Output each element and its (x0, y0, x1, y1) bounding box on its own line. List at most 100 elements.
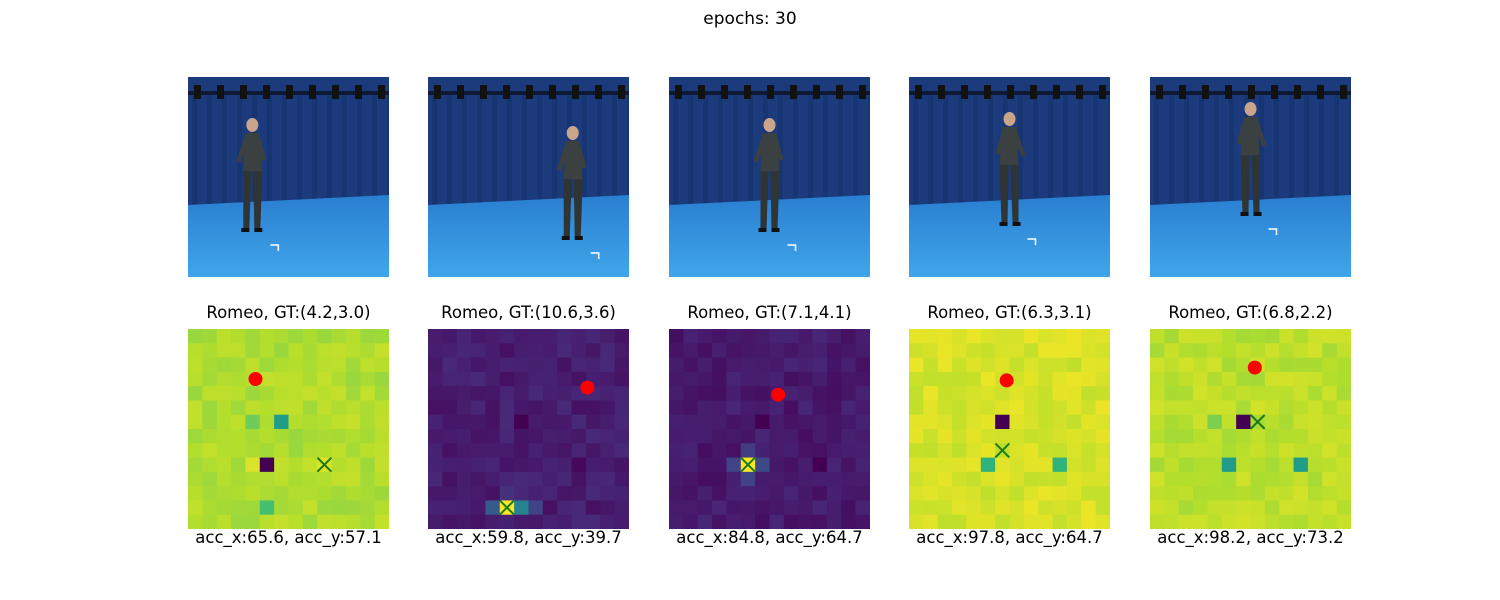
heatmap-cell (1150, 357, 1165, 373)
heatmap-cell (1193, 357, 1208, 373)
heatmap-cell (331, 371, 347, 387)
heatmap-cell (1095, 457, 1110, 473)
heatmap-cell (1081, 343, 1097, 359)
heatmap-cell (345, 514, 361, 529)
heatmap-cell (1150, 500, 1165, 516)
heatmap-cell (1307, 429, 1323, 444)
heatmap-cell (1150, 371, 1165, 387)
heatmap-cell (740, 486, 756, 501)
heatmap-cell (188, 371, 203, 387)
heatmap-cell (683, 500, 699, 516)
heatmap-cell (1178, 500, 1194, 516)
heatmap-cell (980, 343, 996, 359)
heatmap-cell (740, 386, 756, 401)
heatmap-cell (528, 514, 544, 529)
gt-marker (771, 387, 786, 402)
heatmap-cell (697, 414, 713, 430)
heatmap-cell (783, 443, 799, 459)
heatmap-cell (360, 457, 376, 473)
heatmap-cell (1052, 486, 1068, 501)
heatmap-cell (1009, 357, 1025, 373)
curtain-fold (1319, 95, 1324, 205)
curtain-fold (913, 95, 918, 205)
heatmap-cell (995, 500, 1010, 516)
curtain-fold (1184, 95, 1189, 205)
heatmap-cell (288, 443, 304, 459)
heatmap-cell (1066, 357, 1082, 373)
heatmap-cell (1081, 471, 1097, 487)
heatmap-cell (528, 371, 544, 387)
heatmap-cell (1221, 357, 1237, 373)
heatmap-cell (952, 457, 967, 473)
floor (669, 195, 870, 277)
heatmap-cell (937, 486, 953, 501)
heatmap-cell (231, 486, 246, 501)
heatmap-cell (188, 343, 203, 359)
person-figure (1236, 102, 1267, 216)
heatmap-cell (923, 414, 939, 430)
heatmap-cell (683, 357, 699, 373)
heatmap-title-4: Romeo, GT:(6.3,3.1) (927, 303, 1092, 322)
heatmap-cell (360, 400, 376, 416)
heatmap-cell (528, 443, 544, 459)
heatmap-title-2: Romeo, GT:(10.6,3.6) (441, 303, 616, 322)
heatmap-cell (274, 329, 289, 344)
curtain-fold (192, 95, 197, 205)
heatmap-cell (1095, 386, 1110, 401)
heatmap-cell (755, 386, 770, 401)
heatmap-cell (669, 400, 684, 416)
heatmap-cell (798, 400, 814, 416)
heatmap-cell (995, 514, 1010, 529)
heatmap-cell (216, 457, 232, 473)
heatmap-cell (317, 500, 333, 516)
camera-photo-2 (428, 77, 629, 277)
heatmap-cell (966, 429, 982, 444)
heatmap-cell (499, 400, 515, 416)
heatmap-cell (980, 443, 996, 459)
heatmap-cell (1221, 371, 1237, 387)
heatmap-cell (1023, 429, 1039, 444)
curtain-fold (688, 95, 693, 205)
heatmap-cell (360, 486, 376, 501)
heatmap-cell (1150, 443, 1165, 459)
heatmap-cell (712, 471, 727, 487)
heatmap-cell (259, 471, 275, 487)
rig-camera (618, 85, 625, 99)
curtain-fold (853, 95, 858, 205)
heatmap-cell (726, 486, 742, 501)
curtain-fold (928, 95, 933, 205)
curtain-fold (673, 95, 678, 205)
heatmap-cell (995, 429, 1010, 444)
heatmap-cell (937, 400, 953, 416)
floor-marker (787, 244, 797, 251)
heatmap-cell (274, 371, 289, 387)
heatmap-cell (528, 471, 544, 487)
heatmap-cell (302, 414, 318, 430)
heatmap-cell (1236, 343, 1251, 359)
heatmap-cell (614, 343, 629, 359)
heatmap-cell (812, 471, 828, 487)
curtain-fold (1349, 95, 1351, 205)
heatmap-cell (374, 471, 389, 487)
heatmap-cell (755, 500, 770, 516)
heatmap-cell (812, 371, 828, 387)
heatmap-cell (274, 343, 289, 359)
heatmap-cell (614, 400, 629, 416)
heatmap-cell (542, 386, 558, 401)
heatmap-cell (585, 471, 601, 487)
heatmap-cell (1336, 414, 1351, 430)
heatmap-cell (1293, 371, 1309, 387)
gt-marker (1247, 360, 1262, 375)
heatmap-cell (557, 471, 573, 487)
heatmap-svg (188, 329, 389, 529)
heatmap-cell (909, 443, 924, 459)
heatmap-cell (755, 514, 770, 529)
curtain-fold (718, 95, 723, 205)
heatmap-cell (614, 443, 629, 459)
heatmap-cell (600, 400, 616, 416)
heatmap-cell (1236, 500, 1251, 516)
heatmap-cell (1322, 471, 1338, 487)
heatmap-cell (1023, 386, 1039, 401)
heatmap-cell (485, 343, 501, 359)
heatmap-cell (202, 371, 218, 387)
